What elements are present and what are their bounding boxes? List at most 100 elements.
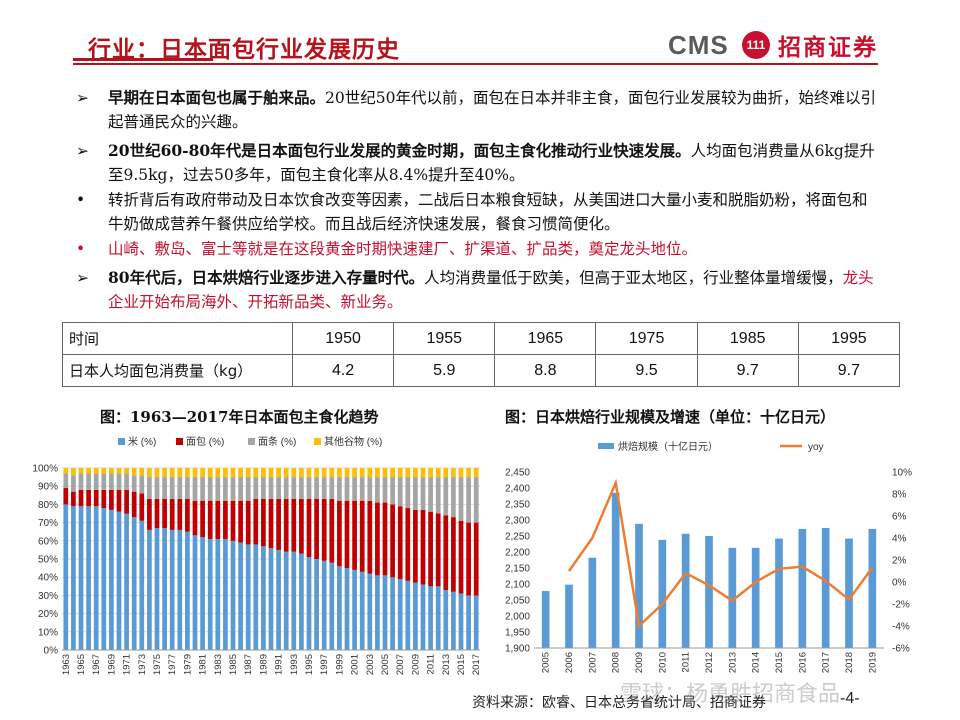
bar-segment xyxy=(382,575,388,650)
x-tick-label: 2015 xyxy=(774,652,785,673)
bar-segment xyxy=(382,502,388,576)
bar-segment xyxy=(367,500,373,574)
bar-segment xyxy=(162,528,167,650)
bar-segment xyxy=(291,498,297,552)
bar-segment xyxy=(86,489,91,507)
bar-segment xyxy=(169,468,175,478)
consumption-table: 时间 1950 1955 1965 1975 1985 1995 日本人均面包消… xyxy=(62,322,901,387)
bar xyxy=(798,528,807,648)
table-cell: 1965 xyxy=(494,322,597,355)
bar-segment xyxy=(116,468,122,474)
arrow-bullet-icon: ➢ xyxy=(76,269,89,287)
bar-segment xyxy=(63,468,69,474)
x-tick-label: 2013 xyxy=(727,652,738,673)
legend-swatch xyxy=(598,443,614,449)
bar-segment xyxy=(466,522,471,596)
bar-segment xyxy=(321,468,327,478)
bullet-5: ➢ 80年代后，日本烘焙行业逐步进入存量时代。人均消费量低于欧美，但高于亚太地区… xyxy=(76,266,876,316)
table-cell-label: 日本人均面包消费量（kg） xyxy=(62,354,293,387)
bar-segment xyxy=(71,468,76,476)
x-tick-label: 1997 xyxy=(319,654,330,675)
bar xyxy=(635,523,643,648)
bar-segment xyxy=(428,586,433,650)
x-tick-label: 1965 xyxy=(76,654,87,675)
bar-segment xyxy=(185,468,190,478)
bar-segment xyxy=(139,475,145,494)
y-tick-label-right: -6% xyxy=(892,644,910,655)
bar-segment xyxy=(276,549,281,650)
bar-segment xyxy=(162,498,167,529)
table-cell: 9.5 xyxy=(595,354,698,387)
chart-2-title: 图：日本烘焙行业规模及增速（单位：十亿日元） xyxy=(505,408,836,426)
bar-segment xyxy=(413,477,418,510)
bar-segment xyxy=(375,575,380,650)
bullet-3-text: 转折背后有政府带动及日本饮食改变等因素，二战后日本粮食短缺，从美国进口大量小麦和… xyxy=(108,191,868,233)
bar-segment xyxy=(344,568,350,650)
bar-segment xyxy=(390,504,395,578)
table-row: 日本人均面包消费量（kg） 4.2 5.9 8.8 9.5 9.7 9.7 xyxy=(62,354,901,387)
cms-logo: CMS 111 招商证券 xyxy=(668,28,938,62)
bar-segment xyxy=(382,477,388,503)
x-tick-label: 2017 xyxy=(821,652,832,673)
bar-segment xyxy=(375,502,380,576)
y-tick-label-left: 1,950 xyxy=(505,628,530,639)
x-tick-label: 1995 xyxy=(304,654,315,675)
bar-segment xyxy=(473,477,479,523)
x-tick-label: 1963 xyxy=(61,654,72,675)
x-tick-label: 2013 xyxy=(441,654,452,675)
bar-segment xyxy=(337,477,342,501)
bar-segment xyxy=(200,477,205,501)
bar xyxy=(821,528,830,648)
bar-segment xyxy=(185,498,190,532)
bar-segment xyxy=(215,468,221,478)
bar-segment xyxy=(321,560,327,650)
bar-segment xyxy=(337,566,342,650)
bar-segment xyxy=(405,477,411,509)
legend-label: 面包 (%) xyxy=(186,435,224,448)
bar-segment xyxy=(139,493,145,521)
bar-segment xyxy=(375,468,380,478)
bar-segment xyxy=(359,468,365,478)
y-tick-label-right: -2% xyxy=(892,600,910,611)
x-tick-label: 1981 xyxy=(198,654,209,675)
bar-segment xyxy=(131,517,137,650)
bar-segment xyxy=(78,489,84,507)
bar-segment xyxy=(245,468,251,478)
bar-segment xyxy=(230,500,236,541)
x-tick-label: 1973 xyxy=(137,654,148,675)
bar-segment xyxy=(124,468,129,474)
bar-segment xyxy=(420,477,426,510)
bar-segment xyxy=(154,477,160,499)
bar-segment xyxy=(466,468,471,478)
bar-segment xyxy=(238,477,243,501)
y-tick-label: 100% xyxy=(32,464,58,475)
bar-segment xyxy=(291,477,297,499)
x-tick-label: 2012 xyxy=(704,652,715,673)
bar-segment xyxy=(139,468,145,476)
bar-segment xyxy=(63,473,69,489)
bar-segment xyxy=(230,540,236,650)
bar-segment xyxy=(93,489,99,507)
bar-segment xyxy=(321,498,327,561)
bar-segment xyxy=(116,511,122,650)
bar-segment xyxy=(451,591,456,650)
bar-segment xyxy=(253,544,259,650)
bar-segment xyxy=(306,498,312,558)
legend-swatch xyxy=(176,438,183,445)
staple-food-chart: 米 (%) 面包 (%) 面条 (%) 其他谷物 (%) 0% 10% 20% 30% 40% 5… xyxy=(32,435,482,675)
bar-segment xyxy=(306,477,312,499)
bar-segment xyxy=(101,468,107,474)
y-tick-label-left: 2,000 xyxy=(505,612,530,623)
bar-segment xyxy=(207,538,213,650)
bar-segment xyxy=(71,475,76,492)
bar-segment xyxy=(192,477,198,501)
bar-segment xyxy=(268,548,274,650)
bar-segment xyxy=(359,571,365,650)
x-tick-label: 2018 xyxy=(844,652,855,673)
bar-segment xyxy=(154,468,160,478)
table-cell: 1985 xyxy=(696,322,799,355)
bar-segment xyxy=(428,468,433,478)
bar-segment xyxy=(177,477,183,499)
x-tick-label: 2007 xyxy=(395,654,406,675)
bar-segment xyxy=(192,468,198,478)
